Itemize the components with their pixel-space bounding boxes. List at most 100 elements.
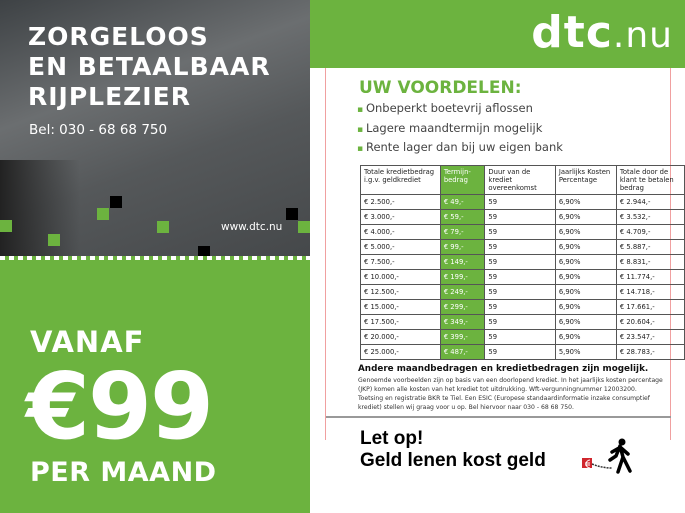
table-cell: 6,90%: [554, 224, 617, 240]
table-cell: € 149,-: [439, 254, 486, 270]
col-header: Duur van de krediet overeenkomst: [484, 165, 556, 195]
table-row: € 3.000,- € 59,- 59 6,90% € 3.532,-: [360, 209, 685, 225]
table-cell: € 99,-: [439, 239, 486, 255]
background-photo: ZORGELOOS EN BETAALBAAR RIJPLEZIER Bel: …: [0, 0, 310, 258]
table-cell: 6,90%: [554, 299, 617, 315]
table-cell: € 487,-: [439, 344, 486, 360]
dashed-divider: [0, 256, 310, 260]
table-cell: € 2.944,-: [615, 194, 685, 210]
promo-from: VANAF: [30, 325, 145, 359]
table-row: € 17.500,- € 349,- 59 6,90% € 20.604,-: [360, 314, 685, 330]
table-cell: € 4.709,-: [615, 224, 685, 240]
warning-box: Let op! Geld lenen kost geld: [360, 428, 685, 478]
table-header-row: Totale kredietbedrag i.g.v. geldkrediet …: [360, 165, 685, 195]
col-header: Termijn-bedrag: [439, 165, 486, 195]
warning-line: Geld lenen kost geld: [360, 450, 546, 471]
table-row: € 12.500,- € 249,- 59 6,90% € 14.718,-: [360, 284, 685, 300]
phone-number: Bel: 030 - 68 68 750: [29, 122, 168, 138]
table-cell: 6,90%: [554, 254, 617, 270]
table-row: € 7.500,- € 149,- 59 6,90% € 8.831,-: [360, 254, 685, 270]
border-line: [325, 68, 326, 440]
table-cell: 59: [484, 344, 556, 360]
promo-price: €99: [26, 353, 214, 460]
decor-square: [48, 234, 60, 246]
credit-table: Totale kredietbedrag i.g.v. geldkrediet …: [360, 165, 685, 360]
table-cell: € 14.718,-: [615, 284, 685, 300]
decor-square: [286, 208, 298, 220]
table-cell: 5,90%: [554, 344, 617, 360]
table-row: € 2.500,- € 49,- 59 6,90% € 2.944,-: [360, 194, 685, 210]
headline: ZORGELOOS EN BETAALBAAR RIJPLEZIER: [28, 22, 271, 112]
benefit-item: Rente lager dan bij uw eigen bank: [357, 139, 563, 159]
table-cell: 6,90%: [554, 284, 617, 300]
table-cell: 59: [484, 209, 556, 225]
dtc-logo: dtc.nu: [531, 7, 673, 58]
table-cell: € 59,-: [439, 209, 486, 225]
table-cell: € 299,-: [439, 299, 486, 315]
website-link[interactable]: www.dtc.nu: [221, 221, 283, 233]
table-cell: € 3.000,-: [360, 209, 441, 225]
table-cell: € 249,-: [439, 284, 486, 300]
table-cell: 59: [484, 329, 556, 345]
table-cell: € 2.500,-: [360, 194, 441, 210]
table-row: € 10.000,- € 199,- 59 6,90% € 11.774,-: [360, 269, 685, 285]
divider: [326, 416, 671, 418]
table-row: € 20.000,- € 399,- 59 6,90% € 23.547,-: [360, 329, 685, 345]
col-header: Totale door de klant te betalen bedrag: [615, 165, 685, 195]
table-cell: € 7.500,-: [360, 254, 441, 270]
table-cell: € 15.000,-: [360, 299, 441, 315]
decor-square: [97, 208, 109, 220]
price-promo: VANAF €99 PER MAAND: [0, 260, 310, 513]
table-cell: 6,90%: [554, 194, 617, 210]
table-cell: 6,90%: [554, 269, 617, 285]
benefits-title: UW VOORDELEN:: [359, 78, 522, 98]
col-header: Jaarlijks Kosten Percentage: [554, 165, 617, 195]
fine-print: Genoemde voorbeelden zijn op basis van e…: [358, 377, 663, 411]
other-amounts-note: Andere maandbedragen en kredietbedragen …: [358, 364, 649, 374]
table-cell: 59: [484, 194, 556, 210]
table-cell: € 5.887,-: [615, 239, 685, 255]
table-cell: € 17.500,-: [360, 314, 441, 330]
table-cell: 59: [484, 284, 556, 300]
warning-text: Let op! Geld lenen kost geld: [360, 428, 685, 472]
table-cell: 59: [484, 224, 556, 240]
table-cell: 6,90%: [554, 239, 617, 255]
decor-square: [110, 196, 122, 208]
table-cell: 6,90%: [554, 209, 617, 225]
table-cell: € 17.661,-: [615, 299, 685, 315]
table-cell: € 10.000,-: [360, 269, 441, 285]
decor-square: [298, 221, 310, 233]
table-cell: € 4.000,-: [360, 224, 441, 240]
table-cell: 6,90%: [554, 314, 617, 330]
content-flow: Totale kredietbedrag i.g.v. geldkrediet …: [310, 165, 685, 478]
table-cell: € 12.500,-: [360, 284, 441, 300]
table-cell: € 20.604,-: [615, 314, 685, 330]
decor-square: [157, 221, 169, 233]
table-cell: € 11.774,-: [615, 269, 685, 285]
headline-line: ZORGELOOS: [28, 22, 209, 51]
table-cell: € 3.532,-: [615, 209, 685, 225]
table-cell: € 25.000,-: [360, 344, 441, 360]
promo-per-month: PER MAAND: [30, 457, 217, 488]
table-cell: 59: [484, 239, 556, 255]
table-cell: € 8.831,-: [615, 254, 685, 270]
table-row: € 25.000,- € 487,- 59 5,90% € 28.783,-: [360, 344, 685, 360]
table-row: € 5.000,- € 99,- 59 6,90% € 5.887,-: [360, 239, 685, 255]
col-header: Totale kredietbedrag i.g.v. geldkrediet: [360, 165, 441, 195]
table-cell: € 5.000,-: [360, 239, 441, 255]
table-cell: € 199,-: [439, 269, 486, 285]
person-chained-to-euro-icon: [582, 438, 632, 474]
table-cell: € 20.000,-: [360, 329, 441, 345]
right-panel: dtc.nu UW VOORDELEN: Onbeperkt boetevrij…: [310, 0, 685, 513]
headline-line: EN BETAALBAAR: [28, 52, 271, 81]
table-cell: € 23.547,-: [615, 329, 685, 345]
table-cell: 59: [484, 269, 556, 285]
table-cell: 59: [484, 254, 556, 270]
decor-square: [198, 246, 210, 258]
table-cell: € 79,-: [439, 224, 486, 240]
headline-line: RIJPLEZIER: [28, 82, 191, 111]
table-cell: 59: [484, 314, 556, 330]
table-cell: € 28.783,-: [615, 344, 685, 360]
decor-square: [0, 220, 12, 232]
benefits-list: Onbeperkt boetevrij aflossen Lagere maan…: [357, 100, 563, 159]
